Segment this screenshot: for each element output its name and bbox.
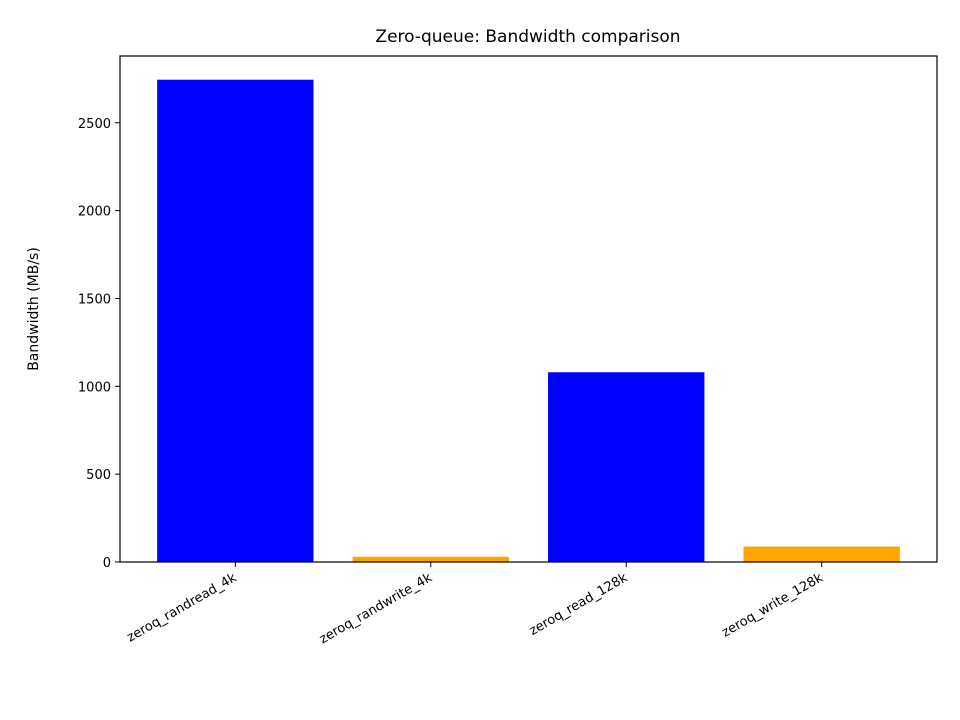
x-tick-label-zeroq_randwrite_4k: zeroq_randwrite_4k [317,570,435,647]
plot-frame [119,55,938,563]
bar-zeroq_randwrite_4k [352,556,509,562]
x-tick-label-zeroq_write_128k: zeroq_write_128k [719,570,826,640]
y-tick-label-1000: 1000 [78,380,111,395]
y-tick-label-1500: 1500 [78,292,111,307]
y-tick-label-500: 500 [86,468,111,483]
chart-title: Zero-queue: Bandwidth comparison [375,27,680,47]
bar-zeroq_write_128k [743,546,900,562]
y-tick-label-2000: 2000 [78,205,111,220]
bars-layer [157,79,900,562]
x-axis: zeroq_randread_4k zeroq_randwrite_4k zeroq… [124,562,826,647]
bar-zeroq_randread_4k [157,79,314,562]
x-tick-label-zeroq_randread_4k: zeroq_randread_4k [124,570,239,645]
x-tick-label-zeroq_read_128k: zeroq_read_128k [527,570,631,639]
bar-zeroq_read_128k [548,372,705,562]
y-axis-label: Bandwidth (MB/s) [26,247,42,371]
y-axis: 0 500 1000 1500 2000 2500 [78,117,120,571]
y-tick-label-2500: 2500 [78,117,111,132]
y-tick-label-0: 0 [103,556,111,571]
